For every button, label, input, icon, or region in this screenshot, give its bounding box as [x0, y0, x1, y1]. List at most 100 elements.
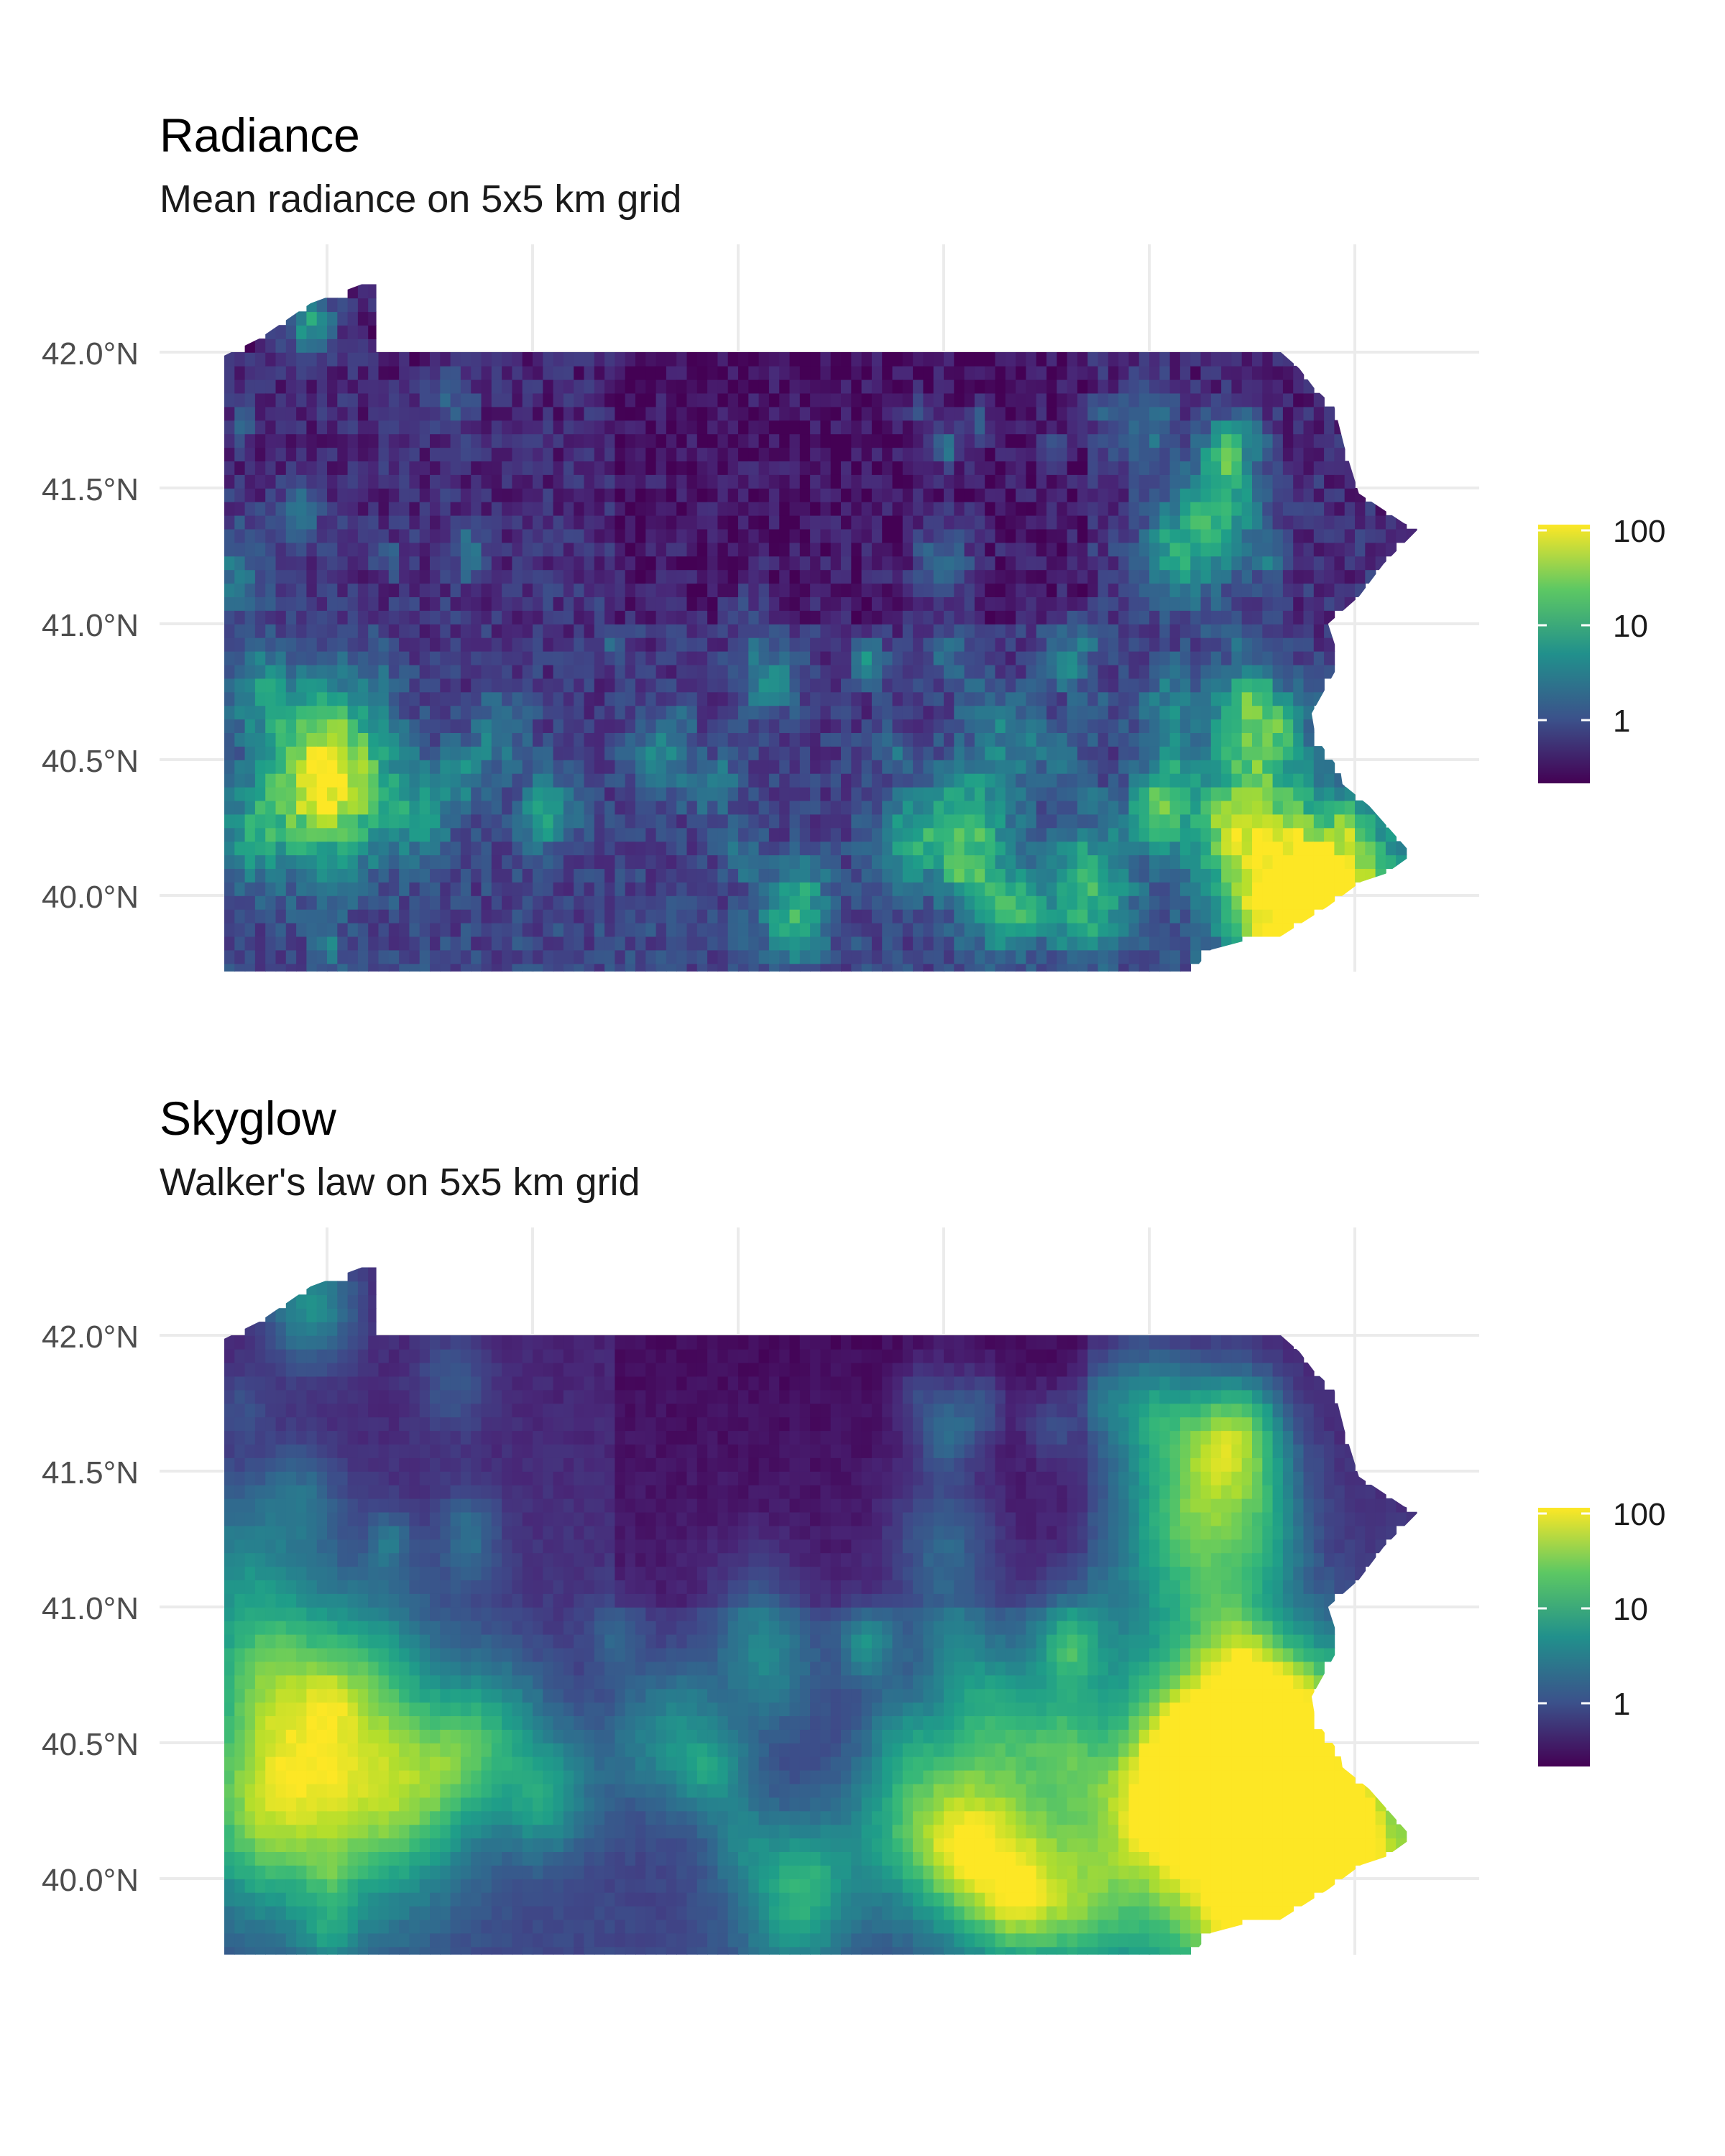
grid-cell: [1293, 528, 1305, 543]
grid-cell: [615, 433, 626, 448]
grid-cell: [964, 868, 975, 883]
grid-cell: [933, 474, 944, 489]
grid-cell: [707, 365, 719, 380]
grid-cell: [810, 352, 822, 367]
grid-cell: [409, 624, 420, 638]
grid-cell: [440, 528, 451, 543]
grid-cell: [1026, 501, 1037, 516]
grid-cell: [615, 542, 626, 557]
grid-cell: [738, 406, 750, 421]
grid-cell: [1221, 379, 1233, 394]
grid-cell: [1108, 583, 1119, 597]
grid-cell: [347, 650, 359, 665]
grid-cell: [944, 841, 955, 856]
grid-cell: [512, 664, 523, 679]
grid-cell: [306, 501, 318, 516]
grid-cell: [779, 542, 791, 557]
grid-cell: [440, 461, 451, 475]
grid-cell: [1241, 841, 1253, 856]
grid-cell: [1241, 624, 1253, 638]
grid-cell: [892, 678, 903, 693]
grid-cell: [830, 433, 842, 448]
grid-cell: [471, 461, 482, 475]
grid-cell: [440, 854, 451, 869]
grid-cell: [995, 420, 1006, 435]
grid-cell: [1169, 637, 1181, 652]
grid-cell: [399, 746, 410, 760]
grid-cell: [923, 352, 934, 367]
grid-cell: [440, 583, 451, 597]
grid-cell: [522, 637, 533, 652]
grid-cell: [594, 379, 605, 394]
grid-cell: [1118, 596, 1130, 611]
grid-cell: [522, 678, 533, 693]
grid-cell: [1016, 379, 1027, 394]
grid-cell: [768, 461, 780, 475]
grid-cell: [1077, 691, 1088, 706]
grid-cell: [399, 542, 410, 557]
grid-cell: [933, 705, 944, 720]
grid-cell: [1252, 841, 1264, 856]
grid-cell: [1221, 882, 1233, 896]
grid-cell: [666, 637, 677, 652]
grid-cell: [563, 474, 574, 489]
grid-cell: [553, 732, 564, 747]
grid-cell: [1098, 841, 1109, 856]
grid-cell: [615, 732, 626, 747]
grid-cell: [584, 365, 595, 380]
grid-cell: [1046, 488, 1058, 502]
grid-cell: [666, 691, 677, 706]
grid-cell: [285, 922, 297, 937]
grid-cell: [1005, 406, 1016, 421]
grid-cell: [440, 705, 451, 720]
grid-cell: [481, 379, 492, 394]
grid-cell: [347, 949, 359, 964]
grid-cell: [666, 854, 677, 869]
grid-cell: [666, 949, 677, 964]
grid-cell: [347, 827, 359, 842]
grid-cell: [419, 746, 431, 760]
grid-cell: [224, 474, 236, 489]
grid-cell: [1190, 406, 1202, 421]
grid-cell: [779, 637, 791, 652]
grid-cell: [1303, 719, 1315, 733]
grid-cell: [1231, 352, 1243, 367]
grid-cell: [1334, 773, 1346, 788]
grid-cell: [1241, 800, 1253, 815]
grid-cell: [327, 338, 339, 353]
grid-cell: [388, 650, 400, 665]
grid-cell: [481, 664, 492, 679]
grid-cell: [234, 936, 246, 951]
grid-cell: [574, 433, 585, 448]
grid-cell: [1179, 922, 1191, 937]
grid-cell: [1128, 420, 1140, 435]
grid-cell: [861, 569, 873, 584]
grid-cell: [615, 719, 626, 733]
grid-cell: [717, 719, 729, 733]
grid-cell: [758, 963, 770, 972]
grid-cell: [1241, 691, 1253, 706]
grid-cell: [563, 963, 574, 972]
grid-cell: [1293, 637, 1305, 652]
grid-cell: [851, 963, 862, 972]
grid-cell: [316, 392, 328, 407]
grid-cell: [779, 433, 791, 448]
grid-cell: [368, 760, 380, 774]
grid-cell: [265, 922, 277, 937]
grid-cell: [574, 773, 585, 788]
grid-cell: [820, 760, 832, 774]
grid-cell: [944, 814, 955, 829]
grid-cell: [635, 827, 647, 842]
grid-cell: [1067, 474, 1078, 489]
grid-cell: [388, 841, 400, 856]
grid-cell: [615, 488, 626, 502]
grid-cell: [1179, 392, 1191, 407]
grid-cell: [1179, 936, 1191, 951]
grid-cell: [594, 664, 605, 679]
grid-cell: [512, 963, 523, 972]
grid-cell: [254, 949, 266, 964]
grid-cell: [717, 760, 729, 774]
grid-cell: [574, 882, 585, 896]
grid-cell: [1026, 963, 1037, 972]
grid-cell: [584, 461, 595, 475]
